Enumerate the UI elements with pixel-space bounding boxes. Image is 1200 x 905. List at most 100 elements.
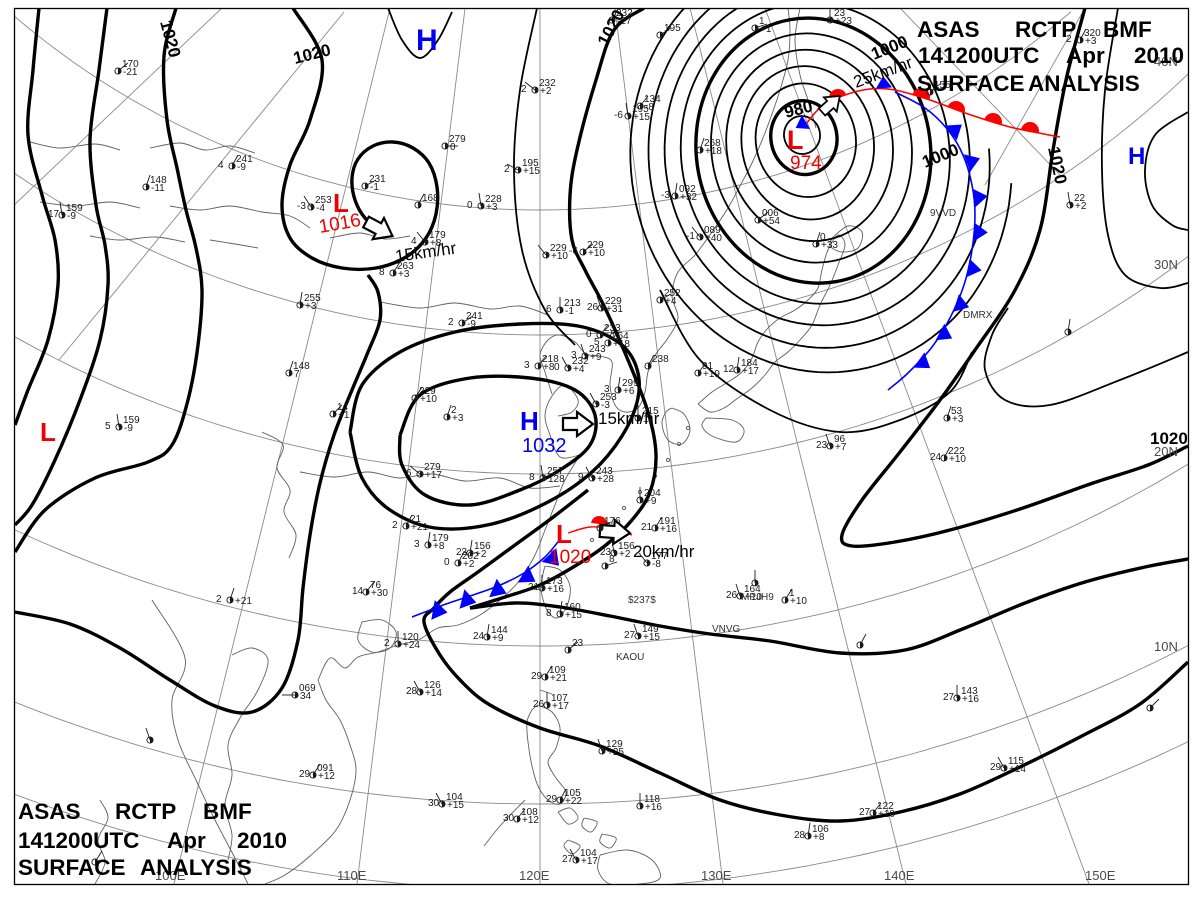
svg-text:+17: +17 — [581, 856, 598, 867]
svg-text:+10: +10 — [420, 394, 437, 405]
svg-text:104: 104 — [446, 792, 463, 803]
svg-text:+16: +16 — [645, 802, 662, 813]
svg-text:107: 107 — [551, 693, 568, 704]
svg-text:184: 184 — [741, 358, 758, 369]
svg-text:H: H — [1128, 143, 1145, 170]
svg-text:-8: -8 — [645, 102, 654, 113]
svg-text:176: 176 — [604, 516, 621, 527]
svg-text:76: 76 — [370, 580, 382, 591]
svg-text:195: 195 — [632, 104, 649, 115]
svg-text:+54: +54 — [763, 216, 780, 227]
svg-text:204: 204 — [644, 488, 661, 499]
svg-text:-11: -11 — [151, 183, 165, 194]
svg-text:6: 6 — [546, 304, 552, 315]
svg-text:108: 108 — [521, 807, 538, 818]
svg-text:2: 2 — [392, 520, 398, 531]
svg-text:2: 2 — [504, 164, 510, 175]
svg-text:28: 28 — [406, 686, 418, 697]
svg-text:140E: 140E — [884, 868, 915, 883]
svg-text:91: 91 — [702, 361, 714, 372]
svg-text:238: 238 — [652, 354, 669, 365]
svg-text:BMF: BMF — [203, 799, 252, 824]
svg-text:+10: +10 — [745, 592, 762, 603]
svg-text:11: 11 — [643, 414, 654, 425]
svg-text:+8: +8 — [813, 832, 825, 843]
svg-text:2: 2 — [216, 594, 222, 605]
svg-text:105: 105 — [564, 788, 581, 799]
svg-text:20km/hr: 20km/hr — [633, 542, 695, 561]
svg-text:279: 279 — [449, 134, 466, 145]
svg-text:+18: +18 — [613, 339, 630, 350]
svg-text:-27: -27 — [617, 16, 632, 27]
svg-text:089: 089 — [704, 225, 721, 236]
svg-text:+15: +15 — [643, 632, 660, 643]
svg-text:-9: -9 — [467, 319, 476, 330]
svg-text:+12: +12 — [522, 815, 539, 826]
svg-text:23: 23 — [816, 440, 828, 451]
svg-text:-6: -6 — [569, 246, 578, 257]
svg-text:156: 156 — [618, 541, 635, 552]
svg-text:2: 2 — [521, 84, 527, 95]
svg-text:268: 268 — [704, 138, 721, 149]
svg-text:6: 6 — [406, 468, 412, 479]
svg-text:+3: +3 — [452, 413, 464, 424]
svg-text:53: 53 — [951, 406, 963, 417]
svg-text:0: 0 — [450, 142, 456, 153]
svg-text:10N: 10N — [1154, 639, 1178, 654]
svg-text:ASAS: ASAS — [18, 799, 81, 824]
svg-text:3: 3 — [524, 360, 530, 371]
svg-text:VNVG: VNVG — [712, 624, 741, 635]
svg-text:+21: +21 — [235, 596, 252, 607]
svg-text:173: 173 — [546, 576, 563, 587]
svg-text:144: 144 — [491, 625, 508, 636]
svg-text:23: 23 — [600, 547, 612, 558]
svg-text:ANALYSIS: ANALYSIS — [1028, 71, 1140, 96]
svg-text:14: 14 — [352, 586, 364, 597]
svg-text:120E: 120E — [519, 868, 550, 883]
svg-text:20N: 20N — [1154, 444, 1178, 459]
svg-text:9: 9 — [578, 472, 584, 483]
svg-text:21: 21 — [528, 582, 540, 593]
svg-text:-1: -1 — [370, 182, 379, 193]
svg-text:29: 29 — [546, 794, 558, 805]
svg-text:30: 30 — [503, 813, 515, 824]
svg-text:+8: +8 — [433, 541, 445, 552]
svg-text:279: 279 — [424, 462, 441, 473]
svg-text:4: 4 — [218, 160, 224, 171]
svg-text:H: H — [520, 406, 539, 436]
svg-text:228: 228 — [485, 194, 502, 205]
svg-text:253: 253 — [600, 392, 617, 403]
svg-text:+3: +3 — [952, 414, 964, 425]
svg-text:+10: +10 — [949, 454, 966, 465]
svg-text:+2: +2 — [463, 559, 475, 570]
svg-text:120: 120 — [402, 632, 419, 643]
svg-text:168: 168 — [422, 193, 439, 204]
svg-text:DMRX: DMRX — [963, 310, 993, 321]
svg-text:96: 96 — [834, 434, 846, 445]
svg-text:+23: +23 — [835, 16, 852, 27]
svg-text:109: 109 — [549, 665, 566, 676]
svg-text:092: 092 — [679, 184, 696, 195]
svg-text:243: 243 — [596, 466, 613, 477]
svg-text:+2: +2 — [540, 86, 552, 97]
svg-text:2: 2 — [1066, 34, 1072, 45]
svg-text:263: 263 — [397, 261, 414, 272]
svg-text:191: 191 — [659, 516, 676, 527]
svg-text:115: 115 — [1008, 756, 1024, 767]
svg-text:+10: +10 — [588, 248, 605, 259]
svg-text:264: 264 — [612, 331, 629, 342]
svg-text:1020: 1020 — [549, 547, 591, 568]
svg-text:218: 218 — [542, 354, 559, 365]
svg-text:+1: +1 — [338, 410, 350, 421]
svg-text:150E: 150E — [1085, 868, 1116, 883]
svg-text:26: 26 — [726, 590, 738, 601]
svg-text:2: 2 — [448, 317, 454, 328]
svg-text:+10: +10 — [790, 596, 807, 607]
svg-text:118: 118 — [644, 794, 660, 805]
svg-text:+7: +7 — [835, 442, 847, 453]
svg-text:+4: +4 — [573, 364, 585, 375]
svg-text:SURFACE: SURFACE — [917, 71, 1025, 96]
svg-text:+1: +1 — [760, 24, 772, 35]
svg-text:+9: +9 — [590, 352, 602, 363]
svg-text:257: 257 — [547, 466, 564, 477]
